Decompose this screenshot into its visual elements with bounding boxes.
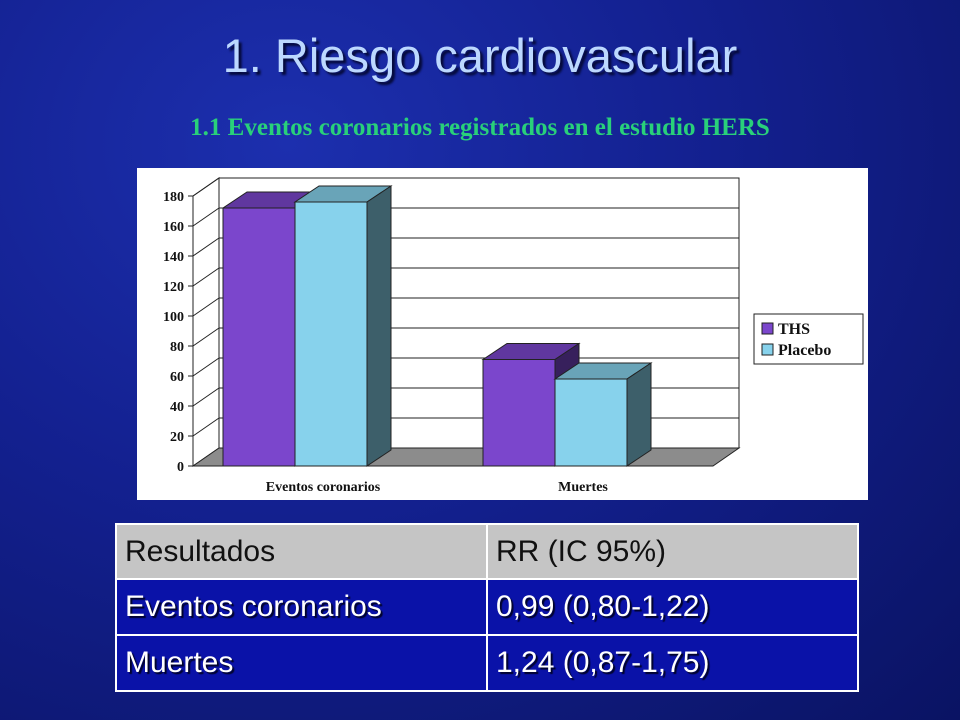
results-header-cell: Resultados — [115, 523, 488, 580]
results-table: Resultados RR (IC 95%) Eventos coronario… — [115, 523, 859, 692]
bar-front — [294, 201, 368, 467]
gridline-side — [192, 297, 220, 317]
legend-swatch — [761, 322, 774, 335]
chart-legend: THS Placebo — [753, 313, 864, 365]
legend-label: Placebo — [778, 342, 831, 359]
bar-chart: 0 20 40 60 80 100 120 140 160 180 Eventos coronar… — [137, 168, 868, 500]
y-tick-label: 80 — [170, 340, 184, 355]
y-tick-label: 180 — [163, 190, 184, 205]
legend-label: THS — [778, 321, 810, 338]
chart-bars — [221, 185, 653, 467]
slide-title: 1. Riesgo cardiovascular — [222, 29, 738, 82]
results-header-cell: RR (IC 95%) — [486, 523, 859, 580]
y-tick-label: 0 — [177, 460, 184, 475]
y-tick-label: 140 — [163, 250, 184, 265]
slide-subtitle: 1.1 Eventos coronarios registrados en el… — [190, 114, 770, 141]
gridline-side — [192, 177, 220, 197]
y-tick-label: 120 — [163, 280, 184, 295]
results-cell: 1,24 (0,87-1,75) — [486, 634, 859, 692]
bar-side — [366, 185, 392, 467]
bar-front — [554, 378, 628, 467]
gridline-side — [192, 357, 220, 377]
y-tick-label: 20 — [170, 430, 184, 445]
y-tick-label: 100 — [163, 310, 184, 325]
x-category-labels: Eventos coronarios Muertes — [266, 480, 609, 495]
x-category-label: Eventos coronarios — [266, 480, 381, 495]
gridline-side — [192, 387, 220, 407]
results-cell: 0,99 (0,80-1,22) — [486, 578, 859, 636]
results-row: Muertes 1,24 (0,87-1,75) — [115, 634, 859, 692]
results-header-row: Resultados RR (IC 95%) — [115, 523, 859, 580]
gridline-side — [192, 207, 220, 227]
gridline-side — [192, 417, 220, 437]
y-tick-label: 160 — [163, 220, 184, 235]
bar-side — [626, 362, 652, 467]
gridline-side — [192, 237, 220, 257]
y-tick-label: 40 — [170, 400, 184, 415]
gridline-side — [192, 267, 220, 287]
y-tick-labels: 0 20 40 60 80 100 120 140 160 180 — [163, 190, 184, 475]
x-category-label: Muertes — [558, 480, 608, 495]
results-row: Eventos coronarios 0,99 (0,80-1,22) — [115, 578, 859, 636]
legend-swatch — [761, 343, 774, 356]
bar-front — [482, 359, 556, 467]
gridline-side — [192, 327, 220, 347]
results-cell: Eventos coronarios — [115, 578, 488, 636]
legend-box — [753, 313, 864, 365]
results-cell: Muertes — [115, 634, 488, 692]
y-tick-label: 60 — [170, 370, 184, 385]
bar-front — [222, 207, 296, 467]
side-wall — [192, 177, 220, 467]
